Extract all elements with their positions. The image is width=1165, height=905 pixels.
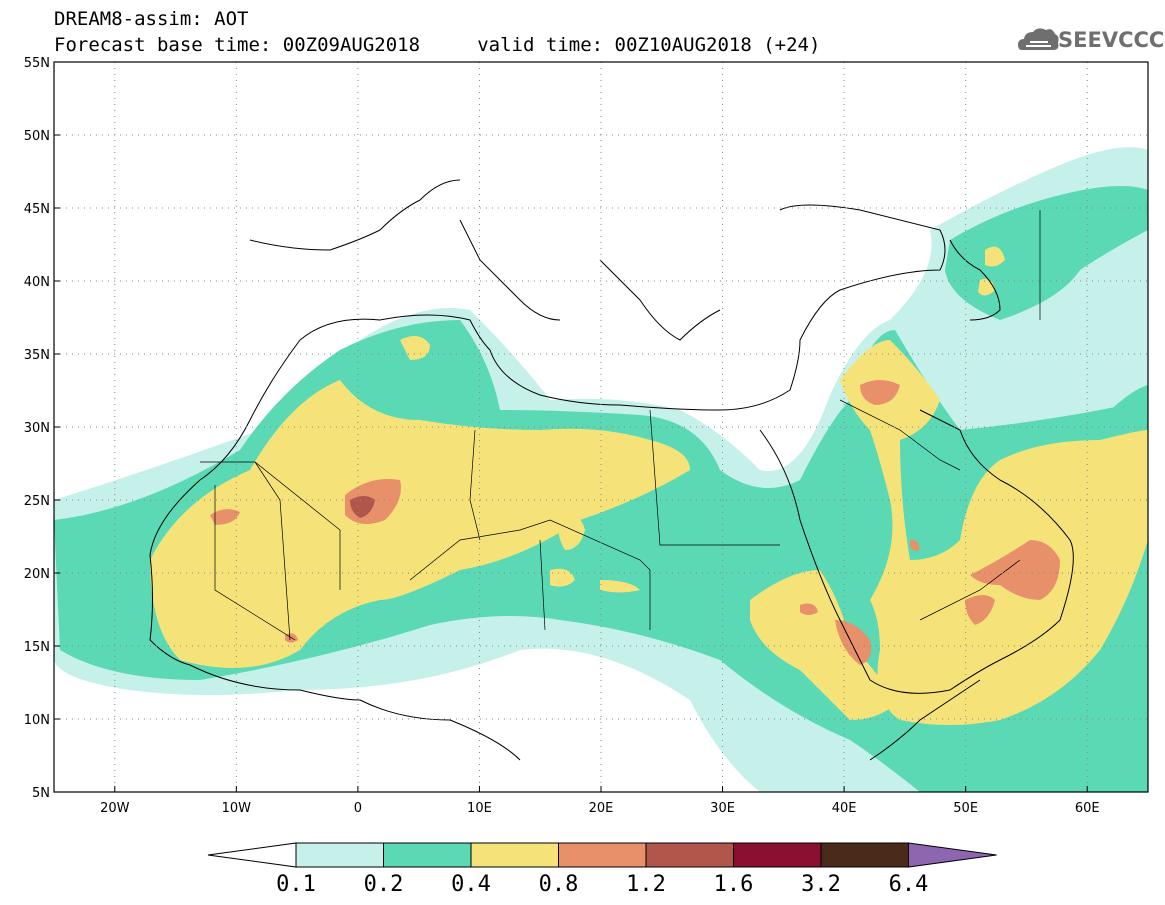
lat-label: 50N	[24, 129, 50, 144]
lon-label: 10E	[467, 801, 492, 816]
map-title: DREAM8-assim: AOT	[54, 8, 249, 30]
lat-label: 20N	[24, 567, 50, 582]
lon-label: 30E	[710, 801, 735, 816]
colorbar-label: 0.2	[363, 872, 404, 897]
colorbar-label: 1.6	[713, 872, 754, 897]
lon-label: 50E	[953, 801, 978, 816]
lon-label: 60E	[1075, 801, 1100, 816]
colorbar-label: 6.4	[888, 872, 929, 897]
lon-label: 40E	[832, 801, 857, 816]
latitude-labels: 55N 50N 45N 40N 35N 30N 25N 20N 15N 10N 5N	[24, 56, 60, 801]
lat-label: 5N	[32, 786, 50, 801]
forecast-time-line: Forecast base time: 00Z09AUG2018 valid t…	[54, 34, 821, 56]
lat-label: 55N	[24, 56, 50, 71]
colorbar-swatch	[470, 842, 559, 868]
colorbar-swatch	[645, 842, 734, 868]
colorbar-max-triangle	[908, 842, 997, 868]
grid	[54, 62, 1148, 792]
lat-label: 25N	[24, 494, 50, 509]
borders	[200, 210, 1041, 641]
colorbar-label: 3.2	[801, 872, 841, 897]
lon-label: 10W	[222, 801, 252, 816]
colorbar-label: 0.8	[538, 872, 579, 897]
colorbar-min-triangle	[207, 842, 297, 868]
longitude-labels: 20W 10W 0 10E 20E 30E 40E 50E 60E	[100, 786, 1100, 816]
lat-label: 45N	[24, 202, 50, 217]
lat-label: 35N	[24, 348, 50, 363]
colorbar-swatch	[295, 842, 384, 868]
lon-label: 20E	[589, 801, 614, 816]
colorbar	[207, 842, 997, 868]
colorbar-swatch	[820, 842, 909, 868]
colorbar-label: 0.1	[276, 872, 316, 897]
colorbar-label: 1.2	[626, 872, 666, 897]
logo-text: SEEVCCC	[1058, 28, 1165, 52]
colorbar-swatch	[733, 842, 822, 868]
colorbar-label: 0.4	[451, 872, 491, 897]
lat-label: 15N	[24, 640, 50, 655]
lat-label: 10N	[24, 713, 50, 728]
coastlines	[149, 179, 1074, 761]
lon-label: 20W	[100, 801, 130, 816]
lat-label: 40N	[24, 275, 50, 290]
lon-label: 0	[354, 801, 362, 816]
aot-shading	[54, 147, 1148, 792]
lat-label: 30N	[24, 421, 50, 436]
colorbar-swatch	[383, 842, 472, 868]
colorbar-swatch	[558, 842, 647, 868]
cloud-logo-icon	[1018, 28, 1059, 50]
